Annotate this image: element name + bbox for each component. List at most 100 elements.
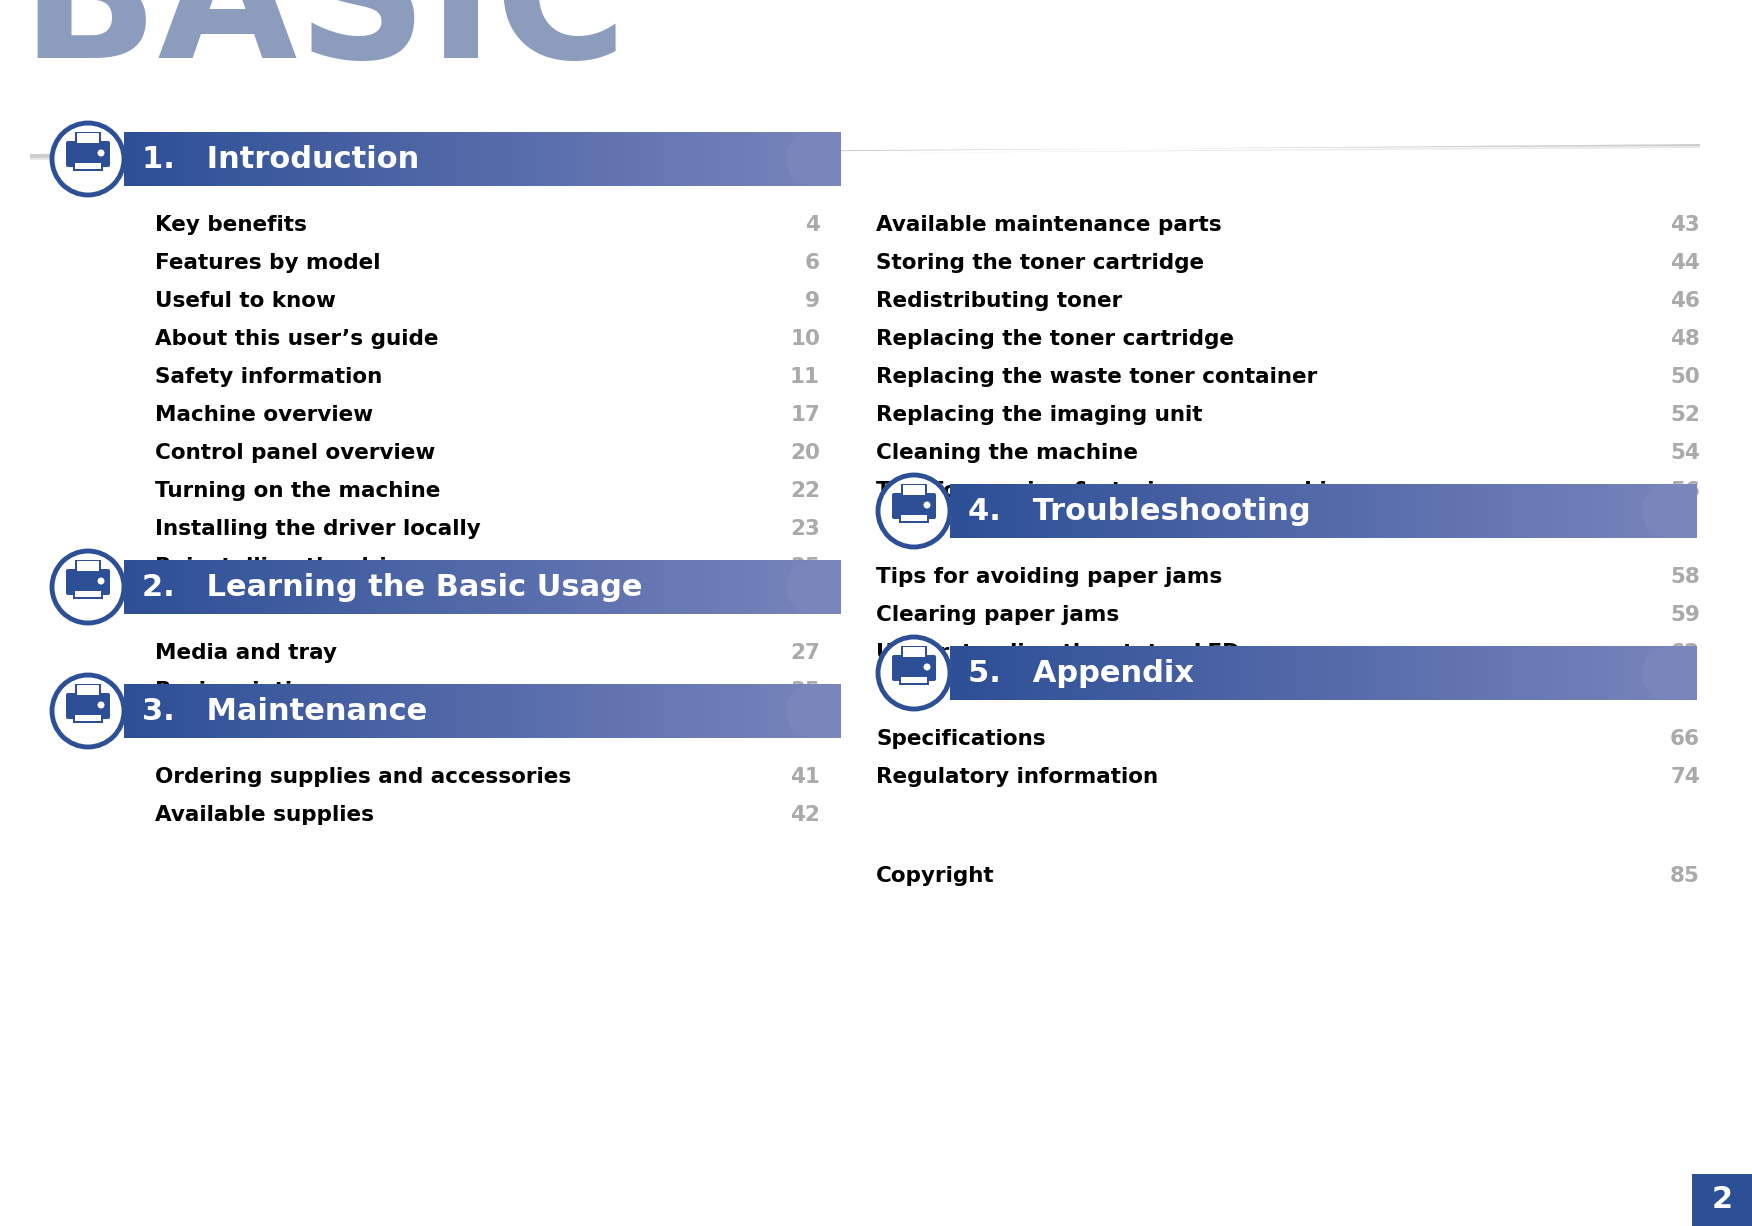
Bar [750,684,757,738]
Bar [1261,484,1267,538]
Text: 23: 23 [790,519,820,539]
Bar [244,560,251,614]
Bar [440,132,447,186]
Bar [499,684,506,738]
Bar [1360,484,1367,538]
Bar [1689,484,1696,538]
Bar [137,132,142,186]
Bar [172,560,179,614]
Text: Cleaning the machine: Cleaning the machine [876,443,1139,463]
Bar [792,560,799,614]
Bar [1466,484,1473,538]
Bar [291,132,298,186]
Bar [1174,484,1181,538]
Bar [727,684,732,738]
Bar [75,163,102,169]
Bar [1479,646,1486,700]
Bar [727,560,732,614]
Bar [268,684,273,738]
Bar [993,646,1000,700]
Bar [1069,484,1074,538]
Bar [732,684,739,738]
Bar [901,646,927,660]
Bar [548,560,554,614]
Bar [398,684,405,738]
Bar [1155,484,1162,538]
Circle shape [51,121,126,197]
Bar [1111,484,1118,538]
Bar [1416,646,1423,700]
Text: Replacing the imaging unit: Replacing the imaging unit [876,405,1202,425]
Bar [648,684,655,738]
Bar [559,684,566,738]
Circle shape [787,684,839,738]
Bar [578,560,583,614]
Bar [261,560,268,614]
Bar [1459,646,1466,700]
Text: Replacing the waste toner container: Replacing the waste toner container [876,367,1318,387]
Bar [427,684,434,738]
Bar [536,132,541,186]
Bar [1652,646,1659,700]
Bar [648,560,655,614]
Bar [130,132,137,186]
Bar [762,132,769,186]
Bar [350,132,357,186]
Bar [710,684,715,738]
Bar [1354,484,1361,538]
Bar [774,684,781,738]
Bar [422,132,429,186]
Text: 58: 58 [1670,566,1699,587]
Bar [1137,646,1144,700]
Bar [1435,646,1442,700]
Bar [578,684,583,738]
Text: 17: 17 [790,405,820,425]
Bar [631,684,638,738]
Bar [512,560,519,614]
Bar [618,560,625,614]
Bar [1559,646,1566,700]
Text: 54: 54 [1670,443,1699,463]
Text: Turning on the machine: Turning on the machine [154,481,440,501]
Bar [147,560,154,614]
Bar [1042,646,1049,700]
Bar [787,684,792,738]
Bar [1000,646,1006,700]
Bar [77,685,100,695]
Bar [1459,484,1466,538]
Bar [566,132,571,186]
Bar [1496,484,1503,538]
Bar [1279,484,1286,538]
Bar [804,132,811,186]
Bar [648,132,655,186]
Bar [380,560,387,614]
Bar [1403,646,1410,700]
FancyBboxPatch shape [67,569,110,595]
Bar [745,684,752,738]
Bar [1086,646,1093,700]
Bar [315,560,321,614]
Bar [338,560,345,614]
Bar [1142,484,1149,538]
Bar [482,684,489,738]
Bar [147,684,154,738]
Bar [901,677,927,683]
Bar [1062,484,1069,538]
Bar [780,132,787,186]
Bar [177,132,184,186]
Bar [1572,484,1579,538]
Bar [720,684,727,738]
Bar [1479,484,1486,538]
Bar [1647,484,1652,538]
Bar [541,684,548,738]
Bar [1223,484,1230,538]
Bar [333,560,340,614]
Bar [237,684,244,738]
Bar [130,684,137,738]
Text: 62: 62 [1670,642,1699,663]
Bar [571,684,578,738]
Bar [1360,646,1367,700]
Bar [1540,484,1547,538]
Bar [1559,484,1566,538]
Bar [1528,484,1535,538]
